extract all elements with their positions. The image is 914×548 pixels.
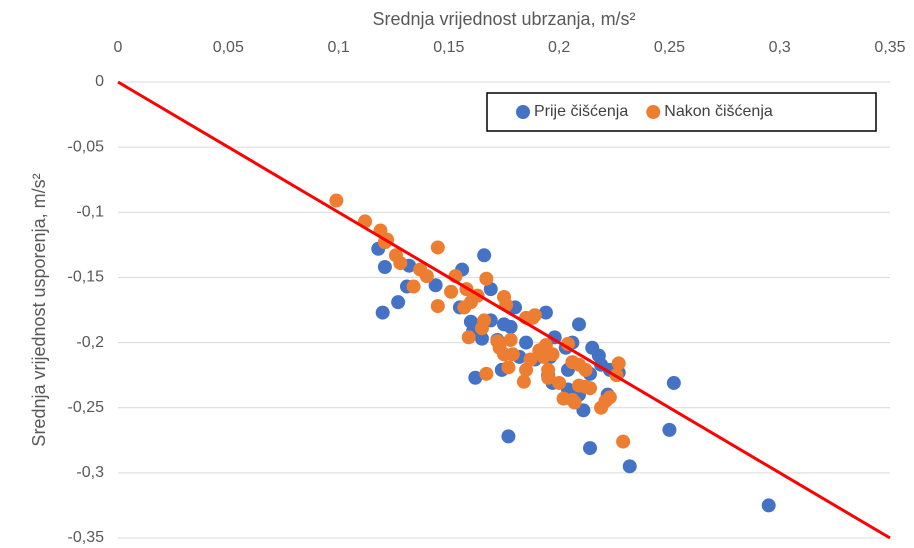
y-tick-label: -0,1 (76, 204, 104, 221)
x-tick-label: 0,05 (213, 39, 244, 56)
point (375, 305, 390, 320)
point (538, 305, 553, 320)
x-tick-label: 0 (114, 39, 123, 56)
point (578, 362, 593, 377)
y-tick-label: 0 (95, 73, 104, 90)
point (611, 356, 626, 371)
point (523, 352, 538, 367)
point (616, 434, 631, 449)
point (501, 429, 516, 444)
y-tick-label: -0,35 (68, 529, 105, 546)
legend: Prije čišćenja Nakon čišćenja (486, 92, 877, 132)
y-tick-label: -0,15 (68, 269, 105, 286)
point (477, 248, 492, 263)
legend-label: Nakon čišćenja (664, 103, 773, 120)
point (761, 498, 776, 513)
point (622, 459, 637, 474)
y-tick-label: -0,25 (68, 399, 105, 416)
point (461, 330, 476, 345)
x-tick-label: 0,2 (548, 39, 570, 56)
point (501, 360, 516, 375)
point (468, 370, 483, 385)
trendline (117, 80, 891, 540)
point (602, 390, 617, 405)
point (662, 422, 677, 437)
legend-box (486, 92, 877, 132)
point (377, 260, 392, 275)
point (503, 332, 518, 347)
point (428, 278, 443, 293)
y-tick-label: -0,3 (76, 464, 104, 481)
x-tick-label: 0,15 (433, 39, 464, 56)
point (545, 347, 560, 362)
point (391, 295, 406, 310)
point (571, 317, 586, 332)
point (479, 271, 494, 286)
x-tick-label: 0,3 (769, 39, 791, 56)
x-tick-label: 0,35 (874, 39, 905, 56)
x-axis-label: Srednja vrijednost ubrzanja, m/s² (372, 9, 635, 29)
legend-label: Prije čišćenja (534, 103, 628, 120)
point (393, 256, 408, 271)
point (505, 347, 520, 362)
point (567, 395, 582, 410)
legend-marker (646, 105, 661, 119)
y-tick-label: -0,2 (76, 334, 104, 351)
x-tick-label: 0,1 (327, 39, 349, 56)
point (430, 299, 445, 314)
point (474, 331, 489, 346)
point (552, 375, 567, 390)
point (583, 441, 598, 456)
point (419, 269, 434, 284)
point (479, 366, 494, 381)
point (503, 319, 518, 334)
y-tick-label: -0,05 (68, 138, 105, 155)
point (444, 284, 459, 299)
point (516, 374, 531, 389)
point (329, 193, 344, 208)
point (519, 335, 534, 350)
point (527, 308, 542, 323)
x-tick-label: 0,25 (654, 39, 685, 56)
point (583, 381, 598, 396)
y-axis-label: Srednja vrijednost usporenja, m/s² (29, 173, 49, 446)
legend-marker (516, 105, 530, 119)
point (541, 370, 556, 385)
point (666, 375, 681, 390)
point (406, 279, 421, 294)
point (477, 313, 492, 328)
point (430, 240, 445, 255)
